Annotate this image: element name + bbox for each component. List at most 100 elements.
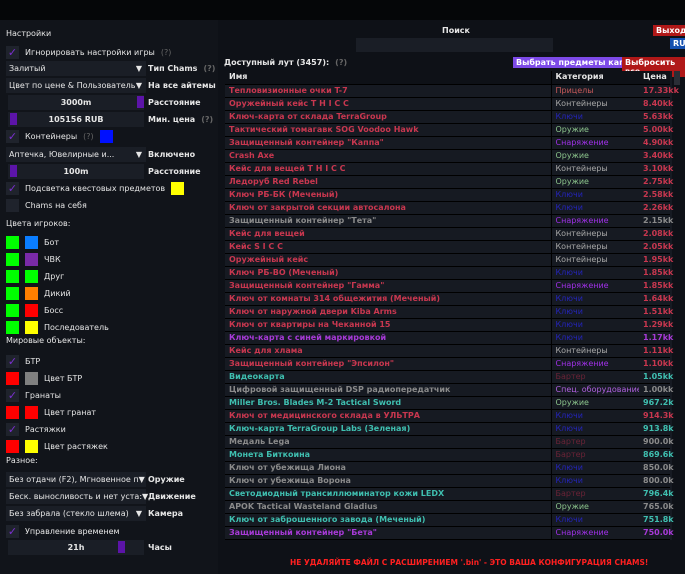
column-price[interactable]: Цена (639, 71, 670, 85)
color-swatch[interactable] (6, 439, 19, 453)
containers-list-select[interactable]: Аптечка, Ювелирные и... ▼ (6, 147, 146, 162)
exit-button[interactable]: Выход (653, 25, 685, 36)
slider-grab[interactable] (137, 96, 144, 108)
table-row[interactable]: Защищенный контейнер "Тета" Снаряжение 2.1… (225, 214, 673, 228)
table-row[interactable]: Защищенный контейнер "Эпсилон" Снаряжение… (225, 357, 673, 371)
table-row[interactable]: Монета Биткоина Бартер 869.6k (225, 448, 674, 462)
time-control-checkbox[interactable]: ✓ Управление временем (6, 523, 120, 539)
tripwires-color[interactable]: Цвет растяжек (6, 438, 108, 454)
table-row[interactable]: Ключ-карта TerraGroup Labs (Зеленая) Ключ… (225, 422, 674, 436)
table-row[interactable]: Ключ-карта с синей маркировкой Ключи 1.17k… (225, 331, 673, 345)
slider-grab[interactable] (10, 165, 17, 177)
table-row[interactable]: Защищенный контейнер "Каппа" Снаряжение 4.… (225, 136, 673, 150)
table-row[interactable]: Ледоруб Red Rebel Оружие 2.75kk (225, 175, 673, 189)
player-color-row[interactable]: Босс (6, 302, 63, 318)
ignore-game-checkbox[interactable]: ✓ Игнорировать настройки игры (?) (6, 44, 171, 60)
table-row[interactable]: Оружейный кейс T H I C C Контейнеры 8.40kk (225, 97, 673, 111)
table-row[interactable]: Crash Axe Оружие 3.40kk (225, 149, 673, 163)
color-swatch[interactable] (6, 252, 19, 266)
containers-color-swatch[interactable] (99, 129, 113, 143)
color-swatch[interactable] (25, 252, 38, 266)
items-mode-select[interactable]: Цвет по цене & Пользователь ▼ (6, 78, 146, 93)
language-button[interactable]: RU (670, 38, 685, 49)
table-row[interactable]: Тепловизионные очки T-7 Прицелы 17.33kk (225, 84, 679, 98)
color-swatch[interactable] (25, 405, 38, 419)
table-row[interactable]: Ключ от убежища Лиона Ключи 850.0k (225, 461, 674, 475)
table-row[interactable]: Кейс для вещей T H I C C Контейнеры 3.10kk (225, 162, 673, 176)
table-row[interactable]: Ключ от квартиры на Чеканной 15 Ключи 1.29… (225, 318, 673, 332)
quest-highlight-checkbox[interactable]: ✓ Подсветка квестовых предметов (6, 180, 190, 196)
hours-slider[interactable]: 21h (8, 540, 144, 555)
grenades-color[interactable]: Цвет гранат (6, 404, 96, 420)
weapon-select[interactable]: Без отдачи (F2), Мгновенное п ▼ (6, 472, 146, 487)
search-input[interactable] (356, 38, 553, 52)
color-swatch[interactable] (25, 439, 38, 453)
check-icon: ✓ (6, 388, 19, 402)
table-row[interactable]: Тактический томагавк SOG Voodoo Hawk Оруж… (225, 123, 673, 137)
color-swatch[interactable] (25, 371, 38, 385)
table-row[interactable]: Цифровой защищенный DSP радиопередатчик С… (225, 383, 673, 397)
help-icon[interactable]: (?) (160, 47, 172, 57)
table-row[interactable]: Кейс для хлама Контейнеры 1.11kk (225, 344, 673, 358)
player-color-row[interactable]: Друг (6, 268, 64, 284)
player-color-row[interactable]: Дикий (6, 285, 71, 301)
quest-color-swatch[interactable] (171, 181, 185, 195)
help-icon[interactable]: (?) (83, 131, 94, 141)
color-swatch[interactable] (6, 269, 19, 283)
color-swatch[interactable] (25, 320, 38, 334)
color-swatch[interactable] (6, 320, 19, 334)
table-row[interactable]: Медаль Lega Бартер 900.0k (225, 435, 674, 449)
table-row[interactable]: Ключ от медицинского склада в УЛЬТРА Ключ… (225, 409, 674, 423)
container-distance-slider[interactable]: 100m (8, 164, 144, 179)
slider-grab[interactable] (10, 113, 17, 125)
player-color-row[interactable]: Бот (6, 234, 59, 250)
player-color-row[interactable]: Последователь (6, 319, 109, 335)
help-icon[interactable]: (?) (203, 64, 216, 73)
table-row[interactable]: Ключ РБ-БК (Меченый) Ключи 2.58kk (225, 188, 673, 202)
table-row[interactable]: Miller Bros. Blades M-2 Tactical Sword Ор… (225, 396, 674, 410)
table-row[interactable]: Ключ-карта от склада TerraGroup Ключи 5.63… (225, 110, 673, 124)
color-swatch[interactable] (25, 269, 38, 283)
containers-checkbox[interactable]: ✓ Контейнеры (?) (6, 128, 119, 144)
table-row[interactable]: Защищенный контейнер "Гамма" Снаряжение 1.… (225, 279, 673, 293)
table-row[interactable]: APOK Tactical Wasteland Gladius Оружие 765… (225, 500, 674, 514)
scrollbar[interactable] (674, 71, 680, 85)
chams-self-checkbox[interactable]: Chams на себя (6, 197, 87, 213)
color-swatch[interactable] (6, 371, 19, 385)
table-row[interactable]: Защищенный контейнер "Бета" Снаряжение 750… (225, 526, 674, 540)
help-icon[interactable]: (?) (335, 58, 348, 67)
movement-select[interactable]: Беск. выносливость и нет уста: ▼ (6, 489, 148, 504)
color-swatch[interactable] (25, 303, 38, 317)
btr-checkbox[interactable]: ✓ БТР (6, 353, 40, 369)
color-swatch[interactable] (6, 303, 19, 317)
table-row[interactable]: Светодиодный трансиллюминатор кожи LEDX Б… (225, 487, 674, 501)
table-row[interactable]: Кейс S I C C Контейнеры 2.05kk (225, 240, 673, 254)
table-row[interactable]: Ключ от наружной двери Kiba Arms Ключи 1.5… (225, 305, 673, 319)
player-color-row[interactable]: ЧВК (6, 251, 61, 267)
column-name[interactable]: Имя (225, 71, 551, 85)
table-row[interactable]: Ключ РБ-ВО (Меченый) Ключи 1.85kk (225, 266, 673, 280)
color-swatch[interactable] (6, 405, 19, 419)
min-price-slider[interactable]: 105156 RUB (8, 112, 144, 127)
slider-grab[interactable] (118, 541, 125, 553)
select-kappa-button[interactable]: Выбрать предметы каппа (513, 57, 639, 68)
table-row[interactable]: Ключ от комнаты 314 общежития (Меченый) К… (225, 292, 673, 306)
color-swatch[interactable] (25, 286, 38, 300)
tripwires-checkbox[interactable]: ✓ Растяжки (6, 421, 66, 437)
table-row[interactable]: Ключ от закрытой секции автосалона Ключи 2… (225, 201, 673, 215)
color-swatch[interactable] (6, 286, 19, 300)
color-swatch[interactable] (6, 235, 19, 249)
btr-color[interactable]: Цвет БТР (6, 370, 82, 386)
column-category[interactable]: Категория (550, 71, 639, 85)
table-row[interactable]: Ключ от заброшенного завода (Меченый) Клю… (225, 513, 674, 527)
table-row[interactable]: Кейс для вещей Контейнеры 2.08kk (225, 227, 673, 241)
table-row[interactable]: Видеокарта Бартер 1.05kk (225, 370, 673, 384)
table-row[interactable]: Ключ от убежища Ворона Ключи 800.0k (225, 474, 674, 488)
color-swatch[interactable] (25, 235, 38, 249)
help-icon[interactable]: (?) (201, 115, 214, 124)
distance-slider[interactable]: 3000m (8, 95, 144, 110)
table-row[interactable]: Оружейный кейс Контейнеры 1.95kk (225, 253, 673, 267)
grenades-checkbox[interactable]: ✓ Гранаты (6, 387, 61, 403)
camera-select[interactable]: Без забрала (стекло шлема) ▼ (6, 506, 146, 521)
chams-type-select[interactable]: Залитый ▼ (6, 61, 146, 76)
